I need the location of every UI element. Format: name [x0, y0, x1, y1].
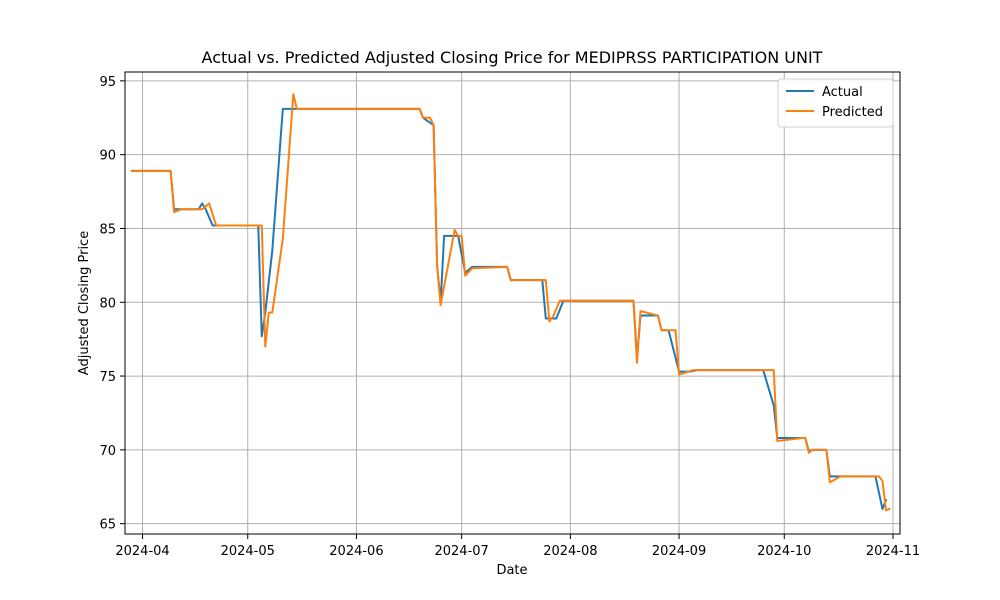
- plot-frame: [124, 71, 901, 535]
- x-tick-label: 2024-10: [757, 544, 811, 559]
- x-tick-label: 2024-11: [866, 544, 920, 559]
- y-tick-label: 70: [99, 444, 116, 459]
- x-tick-label: 2024-05: [221, 544, 275, 559]
- y-tick-label: 85: [99, 222, 116, 237]
- legend-label-actual: Actual: [822, 85, 863, 100]
- series-line-predicted: [131, 93, 891, 512]
- chart-title: Actual vs. Predicted Adjusted Closing Pr…: [202, 48, 823, 67]
- y-tick-label: 80: [99, 296, 116, 311]
- grid: [125, 72, 900, 534]
- legend-label-predicted: Predicted: [822, 105, 883, 120]
- x-tick-label: 2024-07: [434, 544, 488, 559]
- legend: Actual Predicted: [777, 78, 894, 128]
- y-tick-label: 65: [99, 518, 116, 533]
- y-axis-label: Adjusted Closing Price: [77, 231, 92, 375]
- x-tick-label: 2024-06: [329, 544, 383, 559]
- y-tick-label: 75: [99, 370, 116, 385]
- x-tick-label: 2024-08: [543, 544, 597, 559]
- y-tick-label: 95: [99, 75, 116, 90]
- x-axis: 2024-04 2024-05 2024-06 2024-07 2024-08 2024-…: [115, 534, 920, 559]
- x-tick-label: 2024-04: [115, 544, 169, 559]
- series-layer: [131, 93, 891, 512]
- series-line-actual: [131, 107, 888, 510]
- x-axis-label: Date: [496, 563, 527, 578]
- x-tick-label: 2024-09: [652, 544, 706, 559]
- y-tick-label: 90: [99, 149, 116, 164]
- y-axis: 65 70 75 80 85 90 95: [99, 75, 125, 533]
